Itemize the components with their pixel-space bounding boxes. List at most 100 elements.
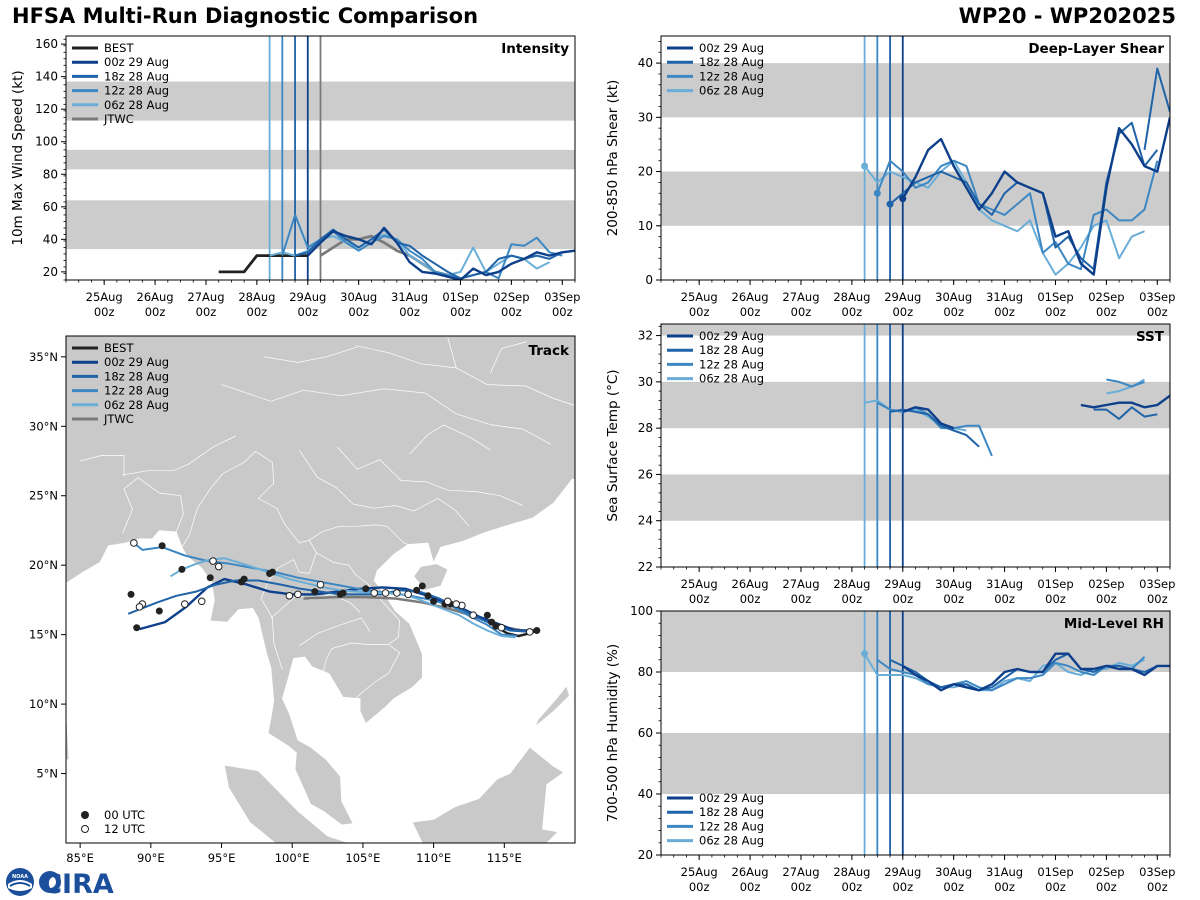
sst-x-tick-label-date: 03Sep — [1139, 577, 1175, 591]
sst-y-tick-label: 26 — [638, 467, 653, 481]
rh-x-tick-label-hour: 00z — [994, 880, 1015, 894]
track-legend-label-jtwc: JTWC — [103, 412, 134, 426]
shear-series-00z-29-aug — [1168, 117, 1170, 122]
intensity-x-tick-label-date: 28Aug — [238, 290, 275, 304]
track-border-line — [322, 642, 389, 673]
track-border-line — [263, 346, 358, 363]
sst-x-tick-label-date: 31Aug — [986, 577, 1023, 591]
shear-series-12z-28-aug — [876, 159, 1159, 271]
shear-x-tick-label-hour: 00z — [689, 305, 710, 319]
track-point-12utc — [209, 557, 217, 565]
sst-x-tick-label-hour: 00z — [1147, 592, 1168, 606]
shear-x-tick-label-date: 31Aug — [986, 290, 1023, 304]
track-point-12utc — [443, 597, 452, 606]
track-point-00utc — [206, 574, 214, 582]
track-border-line — [122, 477, 184, 534]
intensity-x-tick-label-date: 02Sep — [493, 290, 529, 304]
intensity-y-tick-label: 60 — [43, 200, 58, 214]
intensity-legend-label-best: BEST — [104, 41, 134, 55]
rh-x-tick-label-date: 03Sep — [1139, 865, 1175, 879]
logo-block: NOAA CIRA — [6, 868, 114, 898]
rh-x-tick-label-hour: 00z — [943, 880, 964, 894]
track-point-00utc — [362, 585, 370, 593]
sst-x-tick-label-date: 25Aug — [681, 577, 718, 591]
intensity-x-tick-label-hour: 00z — [450, 305, 471, 319]
track-point-00utc — [155, 607, 163, 615]
track-border-line — [309, 524, 409, 545]
rh-init-marker-06z-28-aug — [861, 650, 869, 658]
track-border-line — [337, 446, 523, 506]
shear-x-tick-label-date: 29Aug — [884, 290, 921, 304]
rh-x-tick-label-date: 25Aug — [681, 865, 718, 879]
intensity-series-00z-29-aug — [306, 226, 575, 280]
rh-x-tick-label-hour: 00z — [1045, 880, 1066, 894]
shear-x-tick-label-hour: 00z — [892, 305, 913, 319]
track-point-00utc — [483, 611, 491, 619]
track-point-00utc — [158, 542, 166, 550]
track-land — [66, 704, 70, 761]
track-point-12utc — [393, 589, 401, 597]
track-border-line — [489, 341, 527, 374]
intensity-y-tick-label: 40 — [43, 232, 58, 246]
track-marker-legend-symbol-00-utc — [81, 811, 89, 819]
rh-shaded-band — [661, 733, 1170, 794]
track-point-00utc — [268, 568, 276, 576]
track-land — [66, 336, 575, 826]
sst-shaded-band — [661, 381, 1170, 429]
rh-x-tick-label-hour: 00z — [1147, 880, 1168, 894]
shear-series-18z-28-aug — [1143, 67, 1170, 151]
track-point-00utc — [418, 582, 426, 590]
track-border-line — [409, 424, 491, 455]
intensity-panel-title: Intensity — [501, 41, 569, 57]
cira-logo: CIRA — [39, 869, 114, 898]
track-y-tick-label: 35°N — [29, 350, 58, 364]
intensity-legend-label-jtwc: JTWC — [103, 112, 134, 126]
shear-y-tick-label: 30 — [638, 110, 653, 124]
sst-series-18z-28-aug — [1093, 406, 1158, 420]
shear-init-marker-00z-29-aug — [899, 195, 907, 203]
intensity-x-tick-label-hour: 00z — [196, 305, 217, 319]
sst-x-tick-label-hour: 00z — [1045, 592, 1066, 606]
intensity-x-tick-label-date: 29Aug — [289, 290, 326, 304]
track-point-00utc — [127, 590, 135, 598]
shear-x-tick-label-hour: 00z — [943, 305, 964, 319]
rh-panel: 2040608010025Aug00z26Aug00z27Aug00z28Aug… — [605, 604, 1175, 894]
intensity-legend-label-06z-28-aug: 06z 28 Aug — [104, 98, 169, 112]
shear-x-tick-label-date: 27Aug — [782, 290, 819, 304]
track-point-12utc — [452, 600, 461, 608]
rh-x-tick-label-hour: 00z — [892, 880, 913, 894]
track-point-12utc — [285, 591, 294, 600]
sst-series-00z-29-aug — [902, 406, 955, 430]
shear-y-tick-label: 10 — [638, 219, 653, 233]
track-point-00utc — [488, 618, 496, 626]
track-point-12utc — [497, 623, 506, 632]
track-point-00utc — [178, 565, 186, 573]
track-border-line — [447, 337, 457, 368]
track-land — [576, 492, 599, 538]
shear-init-marker-12z-28-aug — [873, 189, 881, 197]
track-point-00utc — [424, 592, 432, 600]
intensity-x-tick-label-date: 03Sep — [544, 290, 580, 304]
rh-x-tick-label-hour: 00z — [689, 880, 710, 894]
sst-y-tick-label: 28 — [638, 421, 653, 435]
cira-logo-text: CIRA — [42, 869, 114, 898]
sst-legend-label-18z-28-aug: 18z 28 Aug — [699, 343, 764, 357]
track-panel-title: Track — [529, 343, 570, 359]
shear-x-tick-label-hour: 00z — [740, 305, 761, 319]
track-point-12utc — [370, 589, 379, 597]
intensity-y-tick-label: 140 — [35, 70, 58, 84]
intensity-x-tick-label-date: 25Aug — [86, 290, 123, 304]
track-marker-legend-label-00-utc: 00 UTC — [104, 808, 145, 822]
rh-panel-title: Mid-Level RH — [1064, 616, 1164, 632]
track-point-12utc — [214, 562, 223, 571]
shear-x-tick-label-hour: 00z — [1147, 305, 1168, 319]
sst-x-tick-label-date: 02Sep — [1088, 577, 1124, 591]
track-y-tick-label: 25°N — [29, 489, 58, 503]
track-border-line — [299, 449, 470, 527]
intensity-x-tick-label-date: 31Aug — [391, 290, 428, 304]
intensity-y-tick-label: 80 — [43, 167, 58, 181]
shear-y-axis-label: 200-850 hPa Shear (kt) — [605, 80, 621, 237]
track-point-12utc — [135, 603, 144, 611]
track-land — [411, 746, 565, 843]
intensity-y-axis-label: 10m Max Wind Speed (kt) — [10, 70, 26, 245]
